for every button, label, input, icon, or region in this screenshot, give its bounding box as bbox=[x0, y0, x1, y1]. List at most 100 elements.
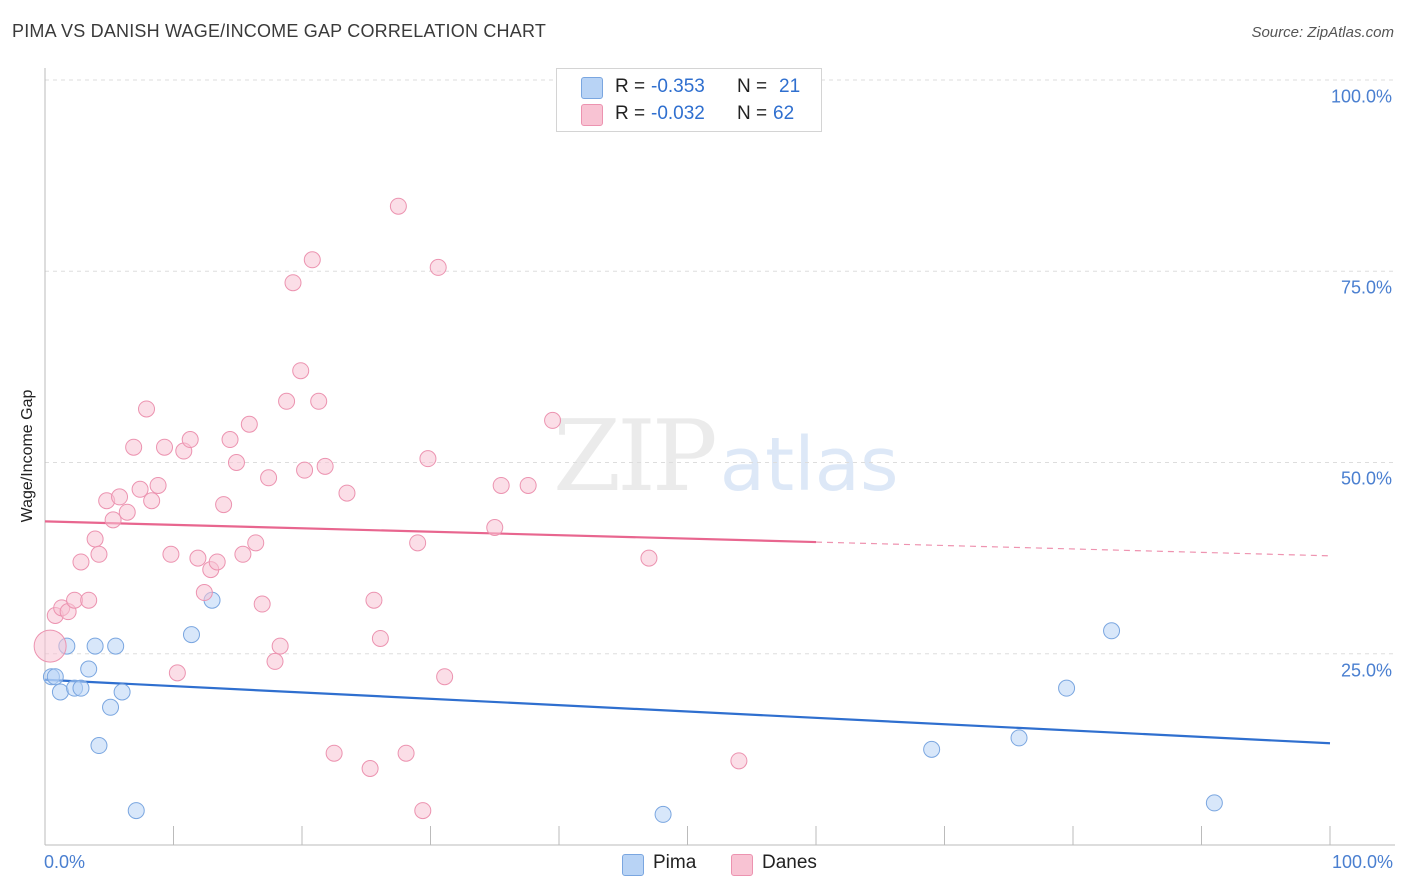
watermark-zip: ZIP bbox=[553, 400, 718, 514]
legend-n-label: N = bbox=[737, 76, 768, 97]
danes-point bbox=[162, 545, 180, 563]
danes-point bbox=[240, 415, 258, 433]
danes-point bbox=[104, 511, 122, 529]
danes-point bbox=[131, 480, 149, 498]
danes-point bbox=[284, 274, 302, 292]
watermark-atlas: atlas bbox=[719, 422, 899, 508]
danes-trend-extension bbox=[815, 541, 1331, 557]
danes-point bbox=[316, 457, 334, 475]
danes-point bbox=[303, 251, 321, 269]
legend-n-value: 21 bbox=[779, 76, 801, 97]
danes-point bbox=[436, 668, 454, 686]
pima-legend-swatch bbox=[622, 854, 644, 876]
pima-point bbox=[46, 668, 64, 686]
legend-n-value: 62 bbox=[773, 103, 795, 124]
danes-trend-line bbox=[44, 520, 817, 544]
danes-point bbox=[325, 744, 343, 762]
danes-point bbox=[409, 534, 427, 552]
danes-point bbox=[338, 484, 356, 502]
pima-point bbox=[182, 626, 200, 644]
legend-n-label: N = bbox=[737, 103, 768, 124]
danes-point bbox=[266, 652, 284, 670]
pima-point bbox=[51, 683, 69, 701]
danes-point bbox=[365, 591, 383, 609]
danes-point bbox=[492, 476, 510, 494]
danes-point bbox=[640, 549, 658, 567]
x-tick-label-left: 0.0% bbox=[44, 852, 86, 872]
danes-point bbox=[414, 802, 432, 820]
x-tick-label-right: 100.0% bbox=[1331, 852, 1393, 872]
legend-r-label: R = bbox=[615, 76, 646, 97]
pima-point bbox=[107, 637, 125, 655]
danes-legend-swatch bbox=[731, 854, 753, 876]
danes-point bbox=[80, 591, 98, 609]
chart-title: PIMA VS DANISH WAGE/INCOME GAP CORRELATI… bbox=[12, 21, 547, 41]
danes-point bbox=[227, 454, 245, 471]
danes-point bbox=[271, 637, 289, 655]
pima-point bbox=[127, 802, 145, 820]
watermark: ZIPatlas bbox=[553, 400, 899, 514]
pima-point bbox=[1205, 794, 1223, 812]
danes-point bbox=[66, 591, 84, 609]
danes-point bbox=[195, 584, 213, 602]
trend-lines bbox=[44, 520, 1331, 745]
legend-r-value: -0.032 bbox=[651, 103, 705, 124]
danes-point bbox=[208, 553, 226, 571]
pima-point bbox=[1058, 679, 1076, 697]
danes-point bbox=[168, 664, 186, 682]
danes-point bbox=[253, 595, 271, 613]
danes-point bbox=[429, 258, 447, 276]
danes-point bbox=[86, 530, 104, 548]
danes-point bbox=[181, 431, 199, 449]
danes-point bbox=[397, 744, 415, 762]
pima-point bbox=[1103, 622, 1121, 640]
pima-point bbox=[102, 698, 120, 716]
danes-legend-label: Danes bbox=[762, 852, 817, 873]
danes-point bbox=[519, 476, 537, 494]
y-tick-label: 50.0% bbox=[1340, 468, 1392, 489]
danes-swatch bbox=[581, 104, 603, 126]
danes-point bbox=[389, 197, 407, 215]
danes-point bbox=[149, 476, 167, 494]
danes-point bbox=[221, 431, 239, 449]
pima-trend-line bbox=[44, 678, 1331, 745]
pima-point bbox=[80, 660, 98, 678]
pima-point bbox=[90, 737, 108, 755]
legend-r-label: R = bbox=[615, 103, 646, 124]
danes-point bbox=[544, 411, 562, 429]
grid-lines bbox=[45, 79, 1395, 655]
danes-point bbox=[371, 629, 389, 647]
pima-point bbox=[113, 683, 131, 701]
correlation-legend: R = -0.353 N = 21 R = -0.032 N = 62 bbox=[556, 68, 822, 132]
danes-point bbox=[143, 492, 161, 510]
danes-point bbox=[247, 534, 265, 552]
pima-point bbox=[86, 637, 104, 655]
danes-point bbox=[156, 438, 174, 456]
danes-point bbox=[118, 503, 136, 521]
y-axis-label: Wage/Income Gap bbox=[19, 389, 36, 523]
danes-point bbox=[138, 400, 156, 418]
danes-point bbox=[72, 553, 90, 571]
danes-point bbox=[310, 392, 328, 410]
y-tick-label: 75.0% bbox=[1340, 277, 1392, 298]
danes-point bbox=[486, 519, 504, 537]
danes-point bbox=[296, 461, 314, 479]
danes-point bbox=[361, 760, 379, 777]
source-label: Source: ZipAtlas.com bbox=[1251, 24, 1394, 41]
pima-point bbox=[923, 740, 941, 758]
danes-point bbox=[33, 629, 67, 663]
axes bbox=[44, 68, 1395, 846]
danes-point bbox=[730, 752, 748, 770]
y-tick-label: 25.0% bbox=[1340, 660, 1392, 681]
pima-legend-label: Pima bbox=[653, 852, 697, 873]
pima-point bbox=[1010, 729, 1028, 747]
danes-point bbox=[189, 549, 207, 567]
danes-point bbox=[111, 488, 129, 506]
danes-point bbox=[260, 469, 278, 487]
pima-swatch bbox=[581, 77, 603, 99]
danes-point bbox=[125, 438, 143, 456]
y-tick-label: 100.0% bbox=[1330, 86, 1392, 107]
danes-point bbox=[419, 450, 437, 468]
danes-point bbox=[215, 496, 233, 514]
danes-point bbox=[278, 392, 296, 410]
